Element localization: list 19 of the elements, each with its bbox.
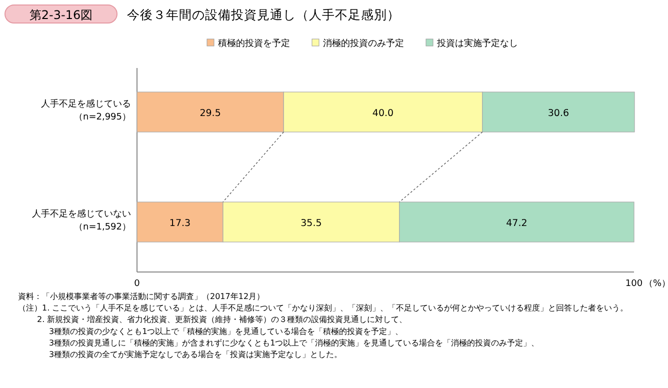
- text: （注）1. ここでいう「人手不足を感じている」とは、人手不足感について「かなり深刻」、「深刻」、「不足しているが何とかやっていける程度」と回答した者をいう。: [18, 304, 628, 313]
- text: 40.0: [372, 108, 394, 119]
- text: 資料：「小規模事業者等の事業活動に関する調査」（2017年12月）: [18, 292, 265, 301]
- text: 29.5: [200, 108, 221, 119]
- x-axis-title: （%）: [644, 279, 668, 289]
- text: 30.6: [548, 108, 570, 119]
- text: 35.5: [300, 218, 322, 229]
- legend-label: 積極的投資を予定: [218, 38, 290, 49]
- x-tick-label: 0: [134, 279, 140, 289]
- text: 2. 新規投資・増産投資、省力化投資、更新投資（維持・補修等）の３種類の設備投資見通しに対して、 3種類の投資の少なくとも1つ以上で「積極的実施」を見通している場合を「積極的投資を予定」、 3種類の投資見通しに「積極的実施」が含まれずに少なくとも1つ以上で「消極的実施」を見通している場合を「消極的投資のみ予定」、 3種類の投資の全てが実施予定なしである場合を「投資は実施予定なし」とした。: [37, 315, 540, 359]
- y-tick-label: 人手不足を感じていない（n=1,592）: [32, 208, 131, 232]
- text: 47.2: [506, 218, 528, 229]
- y-tick-label: 人手不足を感じている（n=2,995）: [41, 98, 131, 122]
- text: 第2-3-16図: [29, 8, 93, 22]
- text: 17.3: [169, 218, 191, 229]
- legend-label: 消極的投資のみ予定: [323, 38, 404, 49]
- legend-label: 投資は実施予定なし: [436, 38, 518, 49]
- chart-title: 今後３年間の設備投資見通し（人手不足感別）: [127, 7, 400, 22]
- x-tick-label: 100: [625, 279, 643, 289]
